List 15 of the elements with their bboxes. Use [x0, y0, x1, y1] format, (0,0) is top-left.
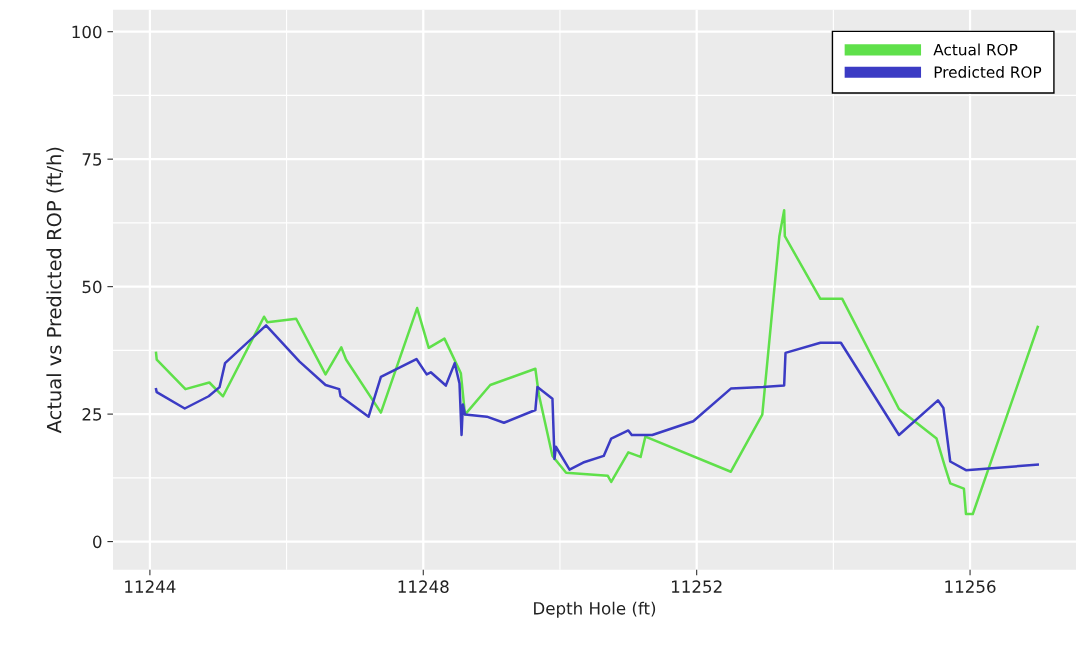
- line-series: [154, 208, 1039, 516]
- x-tick-label: 11248: [398, 580, 449, 593]
- legend-label: Actual ROP: [933, 43, 1018, 56]
- y-tick-label: 25: [82, 408, 102, 421]
- line-series: [154, 324, 1039, 472]
- y-tick-label: 50: [82, 280, 102, 294]
- legend-label: Predicted ROP: [934, 66, 1042, 78]
- x-tick-label: 11252: [671, 580, 722, 593]
- y-tick-label: 75: [82, 153, 102, 166]
- y-axis-title: Actual vs Predicted ROP (ft/h): [46, 147, 64, 434]
- x-tick-label: 11244: [125, 580, 176, 593]
- x-tick-label: 11256: [945, 580, 996, 593]
- x-axis-title: Depth Hole (ft): [534, 601, 656, 618]
- y-tick-label: 0: [93, 535, 102, 549]
- y-tick-label: 100: [72, 25, 102, 39]
